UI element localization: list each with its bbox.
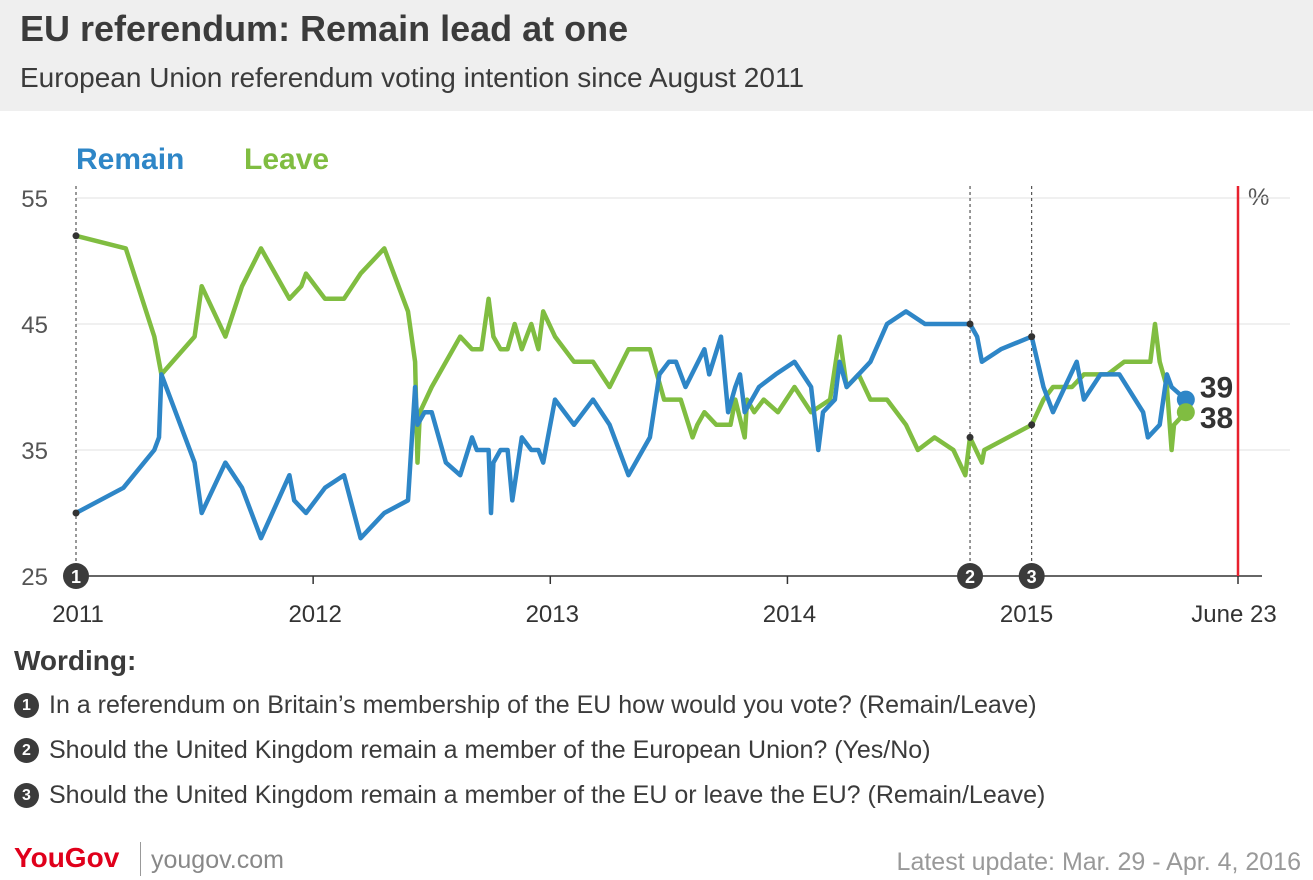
wording-change-marker-1 bbox=[63, 563, 89, 589]
wording-change-point-remain-2 bbox=[966, 320, 974, 328]
wording-text-3: Should the United Kingdom remain a membe… bbox=[49, 781, 1046, 809]
latest-label-leave: 38 bbox=[1200, 402, 1233, 435]
x-tick-label-4: 2015 bbox=[1000, 601, 1053, 628]
latest-update: Latest update: Mar. 29 - Apr. 4, 2016 bbox=[896, 848, 1301, 876]
wording-text-2: Should the United Kingdom remain a membe… bbox=[49, 736, 931, 764]
wording-change-point-remain-3 bbox=[1028, 333, 1036, 341]
x-tick-label-0: 2011 bbox=[52, 601, 104, 628]
y-tick-label-45: 45 bbox=[21, 312, 48, 339]
yougov-logo: YouGov bbox=[14, 842, 120, 873]
page-title: EU referendum: Remain lead at one bbox=[20, 8, 629, 49]
wording-change-point-leave-2 bbox=[966, 433, 974, 441]
x-tick-label-1: 2012 bbox=[288, 601, 341, 628]
wording-item-3: 3 Should the United Kingdom remain a mem… bbox=[14, 773, 1045, 818]
wording-change-marker-2 bbox=[957, 563, 984, 589]
latest-point-leave bbox=[1176, 403, 1195, 422]
series-line-leave bbox=[73, 233, 1189, 478]
latest-point-remain bbox=[1176, 390, 1195, 409]
series-line-remain bbox=[73, 309, 1189, 541]
wording-marker-3: 3 bbox=[14, 783, 39, 808]
wording-item-2: 2 Should the United Kingdom remain a mem… bbox=[14, 728, 1045, 773]
wording-change-marker-label-2: 2 bbox=[965, 567, 975, 587]
x-tick-label-2: 2013 bbox=[526, 601, 579, 628]
x-tick-label-5: June 23 bbox=[1191, 601, 1276, 628]
plot-area: 25 35 45 55 2011 2012 2013 2014 2015 June 23 1 2 3 39… bbox=[21, 186, 1290, 628]
footer-divider bbox=[140, 842, 141, 876]
wording-change-point-leave-1 bbox=[72, 232, 80, 240]
header: EU referendum: Remain lead at one Europe… bbox=[0, 0, 1313, 111]
y-tick-label-25: 25 bbox=[21, 564, 48, 591]
wording-change-point-leave-3 bbox=[1028, 421, 1036, 429]
wording-change-marker-3 bbox=[1018, 563, 1045, 589]
wording-heading: Wording: bbox=[14, 645, 137, 676]
legend-leave: Leave bbox=[244, 143, 329, 176]
wording-marker-1: 1 bbox=[14, 693, 39, 718]
latest-label-remain: 39 bbox=[1200, 372, 1233, 405]
y-tick-label-35: 35 bbox=[21, 438, 48, 465]
footer-url[interactable]: yougov.com bbox=[151, 846, 284, 874]
page-subtitle: European Union referendum voting intenti… bbox=[20, 62, 805, 93]
wording-marker-2: 2 bbox=[14, 738, 39, 763]
wording-change-point-remain-1 bbox=[72, 509, 80, 517]
y-tick-label-55: 55 bbox=[21, 186, 48, 213]
x-tick-label-3: 2014 bbox=[763, 601, 816, 628]
wording-text-1: In a referendum on Britain’s membership … bbox=[49, 691, 1037, 719]
wording-item-1: 1 In a referendum on Britain’s membershi… bbox=[14, 683, 1045, 728]
wording-change-marker-label-1: 1 bbox=[71, 567, 81, 587]
wording-change-marker-label-3: 3 bbox=[1027, 567, 1037, 587]
wording-section: Wording: 1 In a referendum on Britain’s … bbox=[14, 645, 1045, 818]
legend-remain: Remain bbox=[76, 143, 184, 176]
